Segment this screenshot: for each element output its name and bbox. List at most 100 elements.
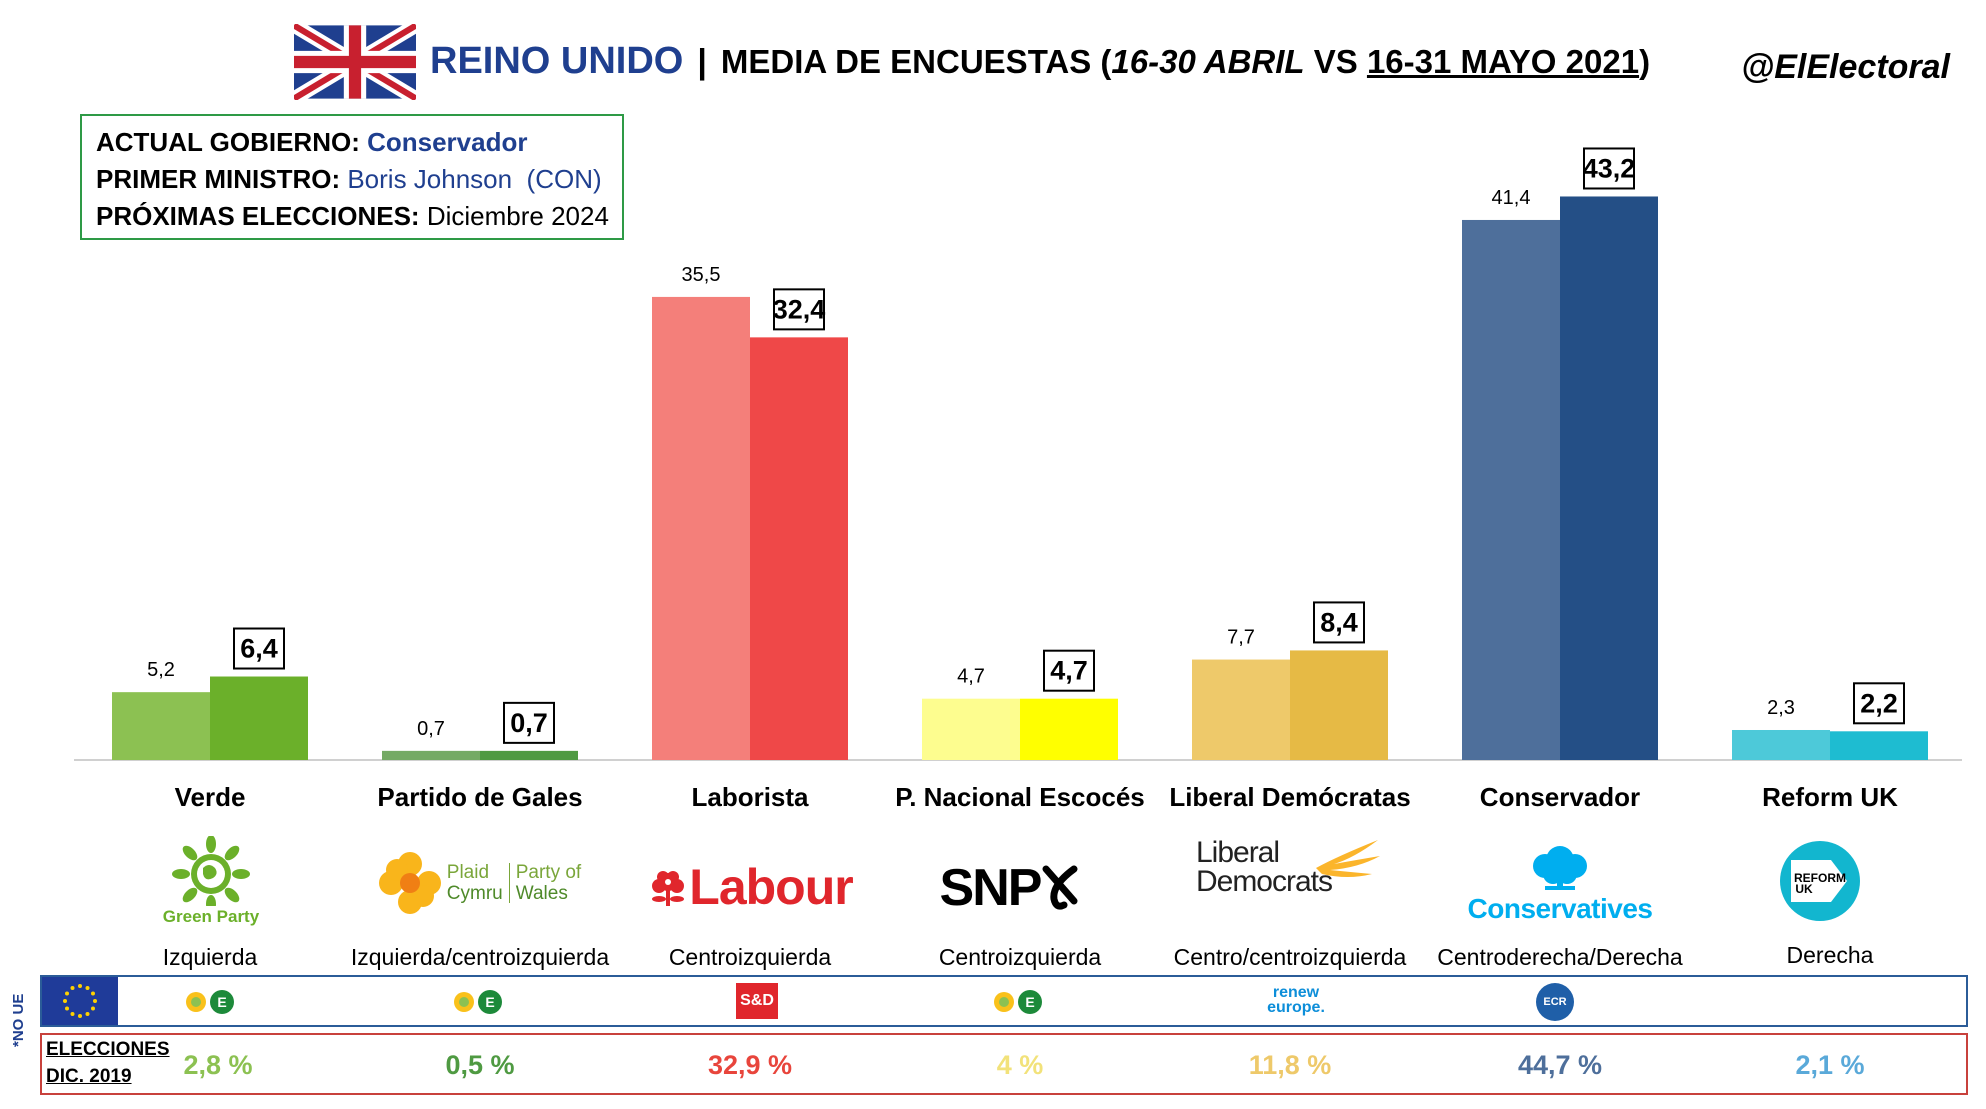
wales-text: Wales: [515, 883, 568, 904]
bar-may-6: [1830, 731, 1928, 760]
pm-line: PRIMER MINISTRO: Boris Johnson (CON): [96, 161, 608, 198]
no-ue-label: *NO UE: [8, 985, 38, 1047]
title-separator: |: [697, 43, 707, 81]
vs-text: VS: [1304, 43, 1367, 80]
value-label-apr-3: 4,7: [957, 666, 985, 688]
gov-value: Conservador: [367, 127, 528, 157]
eu-group-row: [40, 975, 1968, 1027]
government-info-box: ACTUAL GOBIERNO: Conservador PRIMER MINI…: [80, 114, 624, 240]
category-label-5: Conservador: [1479, 782, 1641, 812]
eu-star-8: [70, 986, 75, 991]
uk-flag-icon: [294, 24, 416, 100]
value-box-may-2: [773, 288, 825, 331]
eu-star-11: [90, 991, 95, 996]
category-label-6: Reform UK: [1762, 782, 1898, 812]
country-name: REINO UNIDO: [430, 40, 684, 82]
category-label-2: Laborista: [691, 782, 809, 812]
value-box-may-0: [233, 627, 285, 670]
value-label-may-1: 0,7: [510, 708, 548, 738]
subtitle-close: ): [1639, 43, 1651, 80]
category-label-0: Verde: [174, 782, 246, 812]
libdem-bird-icon: [1316, 840, 1381, 877]
value-box-may-3: [1043, 649, 1095, 692]
bar-may-4: [1290, 650, 1388, 760]
eu-star-10: [85, 986, 90, 991]
eu-star-9: [78, 984, 82, 988]
value-label-apr-5: 41,4: [1492, 187, 1531, 209]
snp-cross-icon: [1042, 865, 1078, 910]
renew-europe-icon: renew europe.: [1267, 984, 1325, 1016]
snp-logo-text: SNP: [939, 859, 1043, 917]
reform-uk-icon: [1780, 841, 1860, 921]
bar-apr-2: [652, 296, 750, 760]
conservatives-logo: Conservatives: [1440, 844, 1680, 925]
cymru-text: Cymru: [446, 883, 503, 904]
pm-value: Boris Johnson (CON): [347, 164, 602, 194]
category-label-3: P. Nacional Escocés: [895, 782, 1145, 812]
bar-chart: 5,2 6,4 0,7 0,7 35,5 32,4 4,7 4,7 7,7 8,4 41,4 43,2…: [74, 147, 1962, 761]
no-ue-text: *NO UE: [10, 993, 27, 1047]
bar-may-3: [1020, 698, 1118, 760]
bar-apr-3: [922, 698, 1020, 760]
green-party-icon: [172, 835, 250, 913]
bar-may-0: [210, 676, 308, 760]
value-label-may-3: 4,7: [1050, 656, 1088, 686]
elections-2019-label: ELECCIONES DIC. 2019: [46, 1036, 170, 1090]
elections-label-line-2: DIC. 2019: [46, 1066, 132, 1087]
reform-text-1: REFORM: [1794, 871, 1846, 885]
libdem-logo: Liberal Democrats: [1180, 836, 1400, 897]
twitter-handle: @ElElectoral: [1741, 48, 1950, 86]
snp-logo: SNP: [890, 858, 1130, 918]
labour-rose-icon: [652, 871, 685, 906]
eu-star-6: [63, 999, 67, 1003]
election-result-0: 2,8 %: [183, 1050, 253, 1080]
value-label-apr-2: 35,5: [682, 264, 721, 286]
eu-star-3: [78, 1014, 82, 1018]
reform-text-2: UK: [1795, 882, 1813, 896]
value-box-may-1: [503, 701, 555, 744]
greens-efa-icon-1: E: [182, 986, 242, 1023]
election-result-6: 2,1 %: [1795, 1050, 1865, 1080]
value-box-may-4: [1313, 601, 1365, 644]
value-label-may-0: 6,4: [240, 634, 278, 664]
elections-label-line-1: ELECCIONES: [46, 1039, 170, 1060]
gov-line: ACTUAL GOBIERNO: Conservador: [96, 124, 608, 161]
category-label-1: Partido de Gales: [377, 782, 583, 812]
value-label-may-6: 2,2: [1860, 688, 1898, 718]
eu-star-1: [90, 1006, 95, 1011]
plaid-cymru-logo: Plaid Cymru Party of Wales: [350, 852, 610, 914]
labour-logo: Labour: [630, 858, 870, 916]
party-of-text: Party of: [515, 862, 582, 883]
orientation-label-5: Centroderecha/Derecha: [1437, 944, 1683, 970]
election-result-2: 32,9 %: [707, 1050, 793, 1080]
orientation-label-6: Derecha: [1786, 942, 1874, 968]
greens-efa-icon-2: E: [450, 986, 510, 1023]
value-box-may-5: [1583, 147, 1635, 190]
daffodil-icon: [378, 852, 441, 914]
value-label-may-4: 8,4: [1320, 607, 1358, 637]
elections-2019-row: [40, 1033, 1968, 1095]
conservatives-logo-text: Conservatives: [1467, 893, 1653, 924]
value-label-apr-0: 5,2: [147, 659, 175, 681]
election-result-1: 0,5 %: [445, 1050, 515, 1080]
next-election-label: PRÓXIMAS ELECCIONES:: [96, 201, 420, 231]
sd-group-icon: S&D: [736, 983, 778, 1019]
bar-may-1: [480, 750, 578, 760]
svg-text:E: E: [217, 994, 226, 1010]
bar-apr-0: [112, 692, 210, 760]
eu-star-0: [93, 999, 97, 1003]
labour-logo-text: Labour: [689, 859, 853, 915]
value-label-apr-4: 7,7: [1227, 627, 1255, 649]
value-label-may-2: 32,4: [773, 294, 826, 324]
value-box-may-6: [1853, 682, 1905, 725]
bar-apr-6: [1732, 729, 1830, 760]
pm-label: PRIMER MINISTRO:: [96, 164, 341, 194]
orientation-label-2: Centroizquierda: [668, 944, 832, 970]
green-party-logo: Green Party: [86, 835, 336, 927]
bar-may-5: [1560, 196, 1658, 761]
next-election-value: Diciembre 2024: [426, 201, 609, 231]
eu-star-2: [85, 1011, 90, 1016]
libdem-text-1: Liberal: [1195, 836, 1280, 869]
category-label-4: Liberal Demócratas: [1169, 782, 1411, 812]
eu-star-7: [65, 991, 70, 996]
